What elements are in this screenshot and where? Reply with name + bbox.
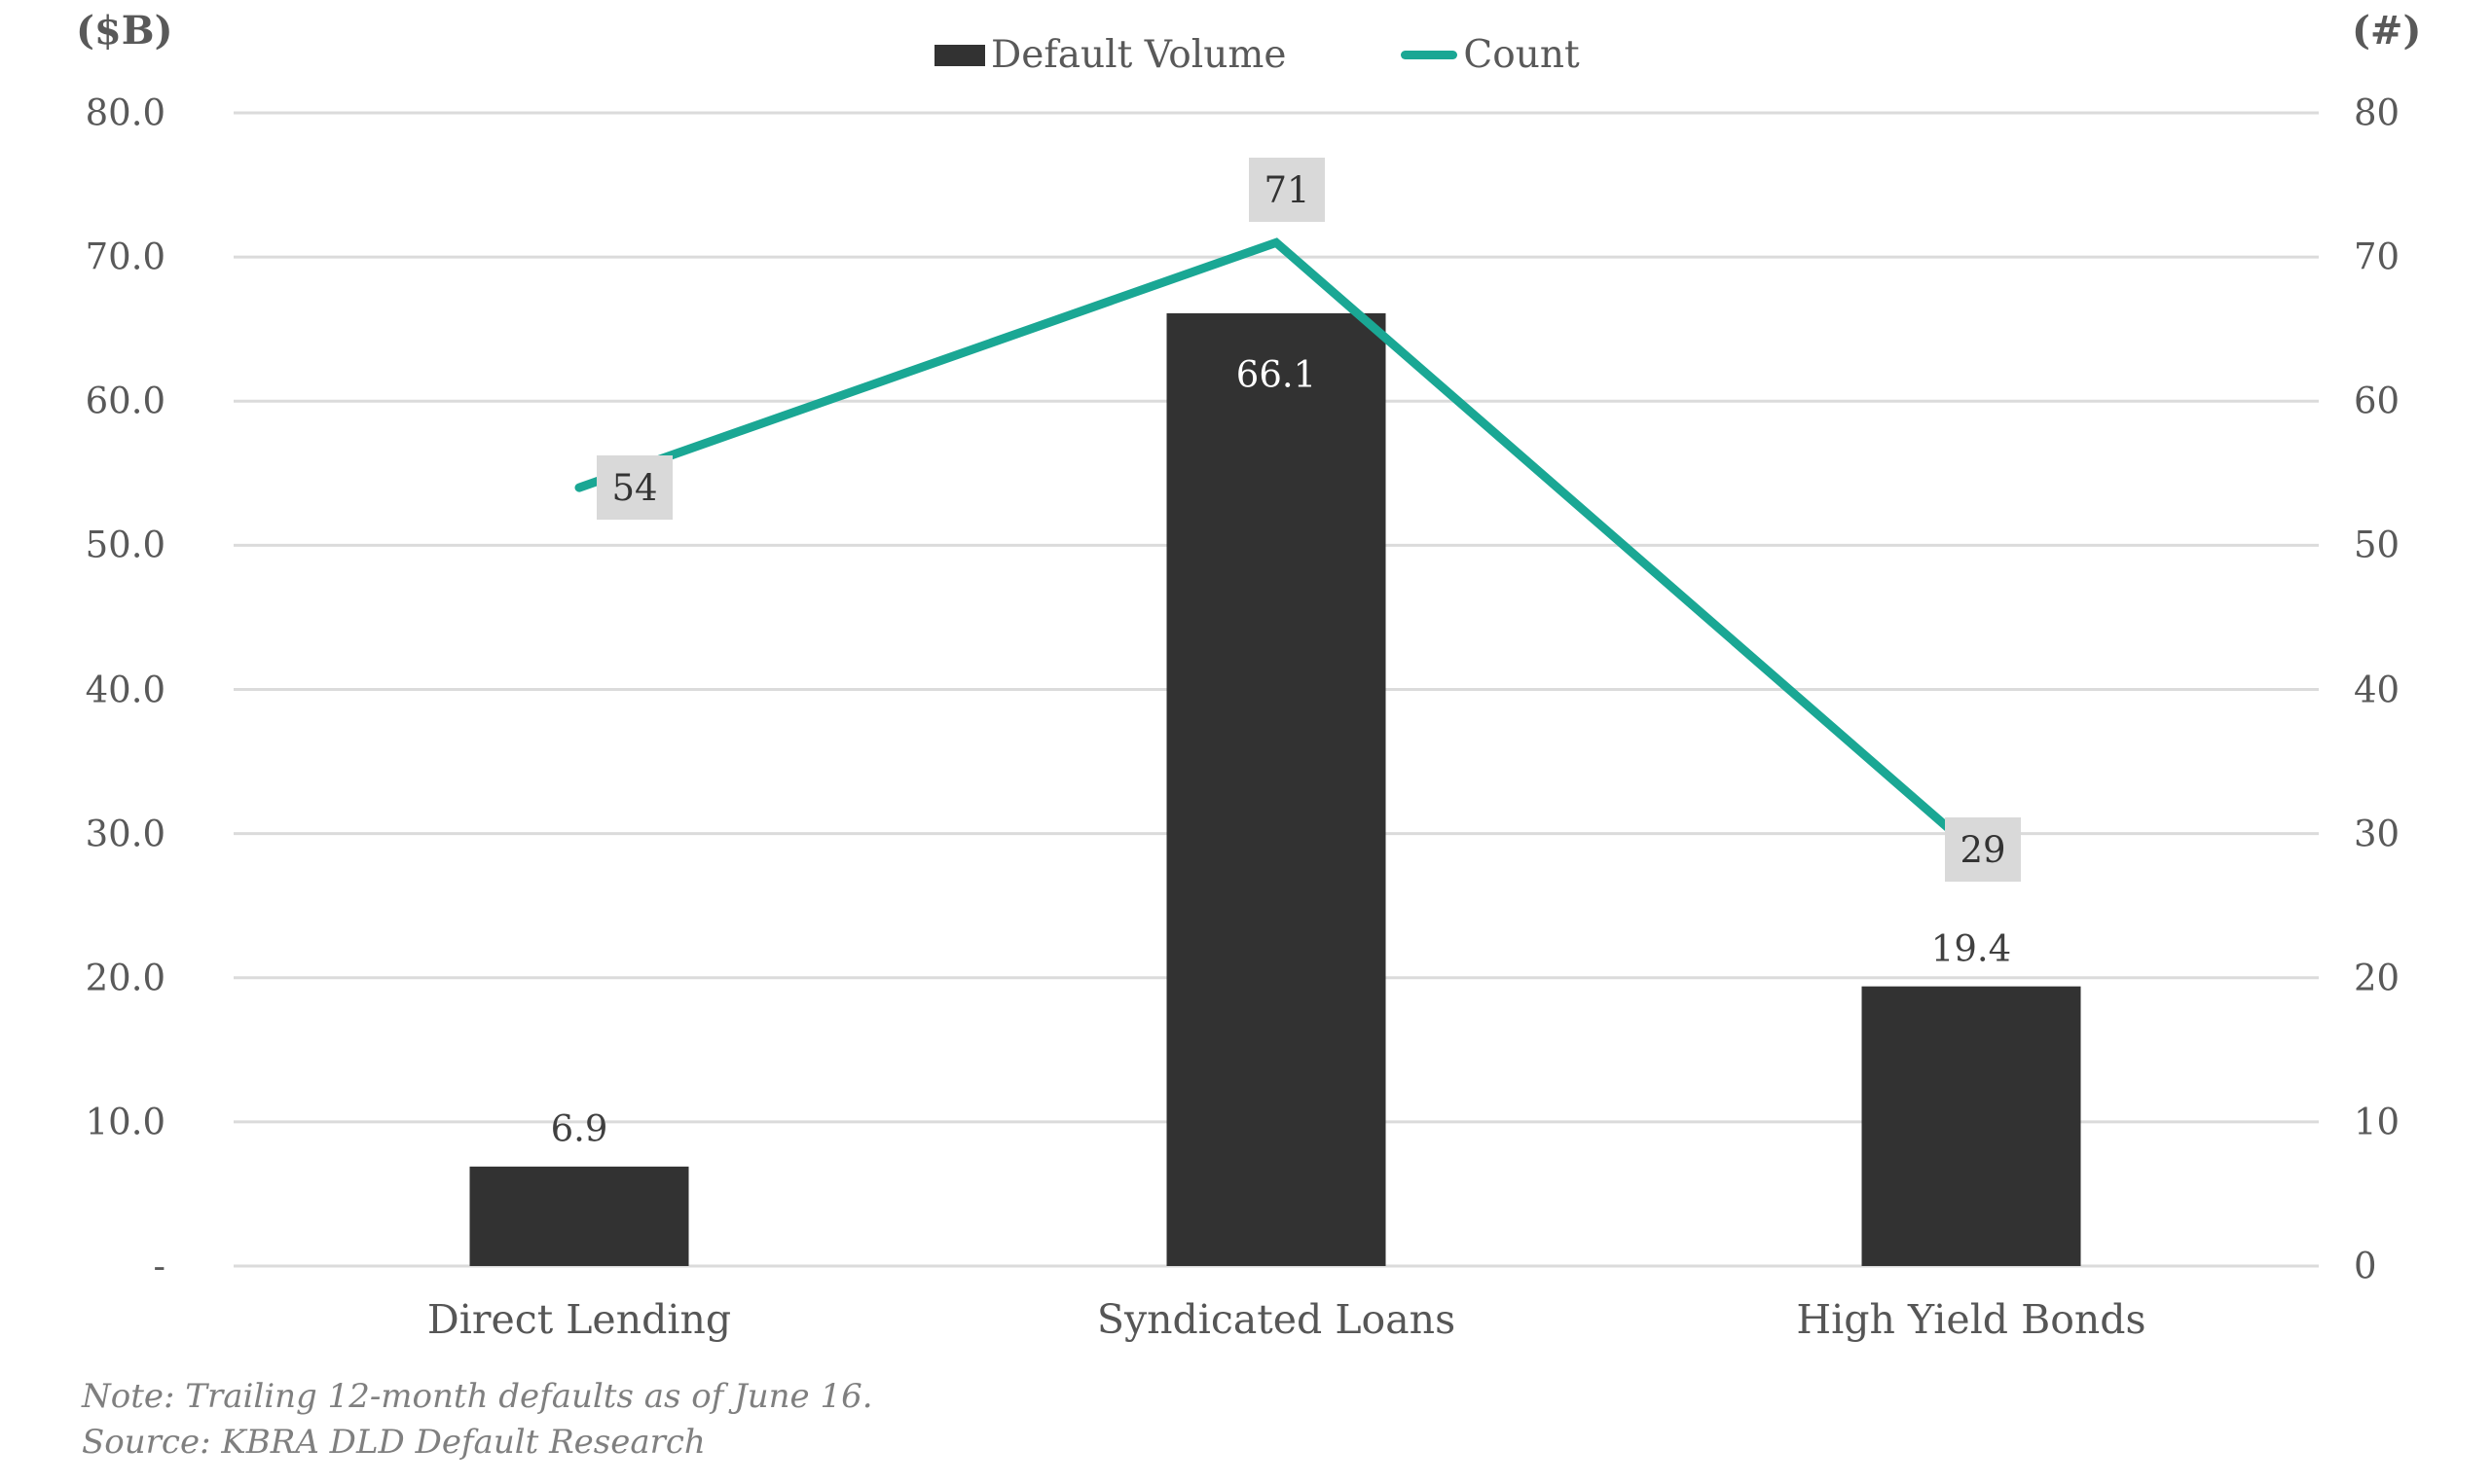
category-label-direct-lending: Direct Lending [426,1296,732,1343]
left-axis-tick: 30.0 [85,813,165,855]
line-swatch-icon [1401,51,1458,59]
count-value-label: 71 [1249,158,1325,223]
left-axis-tick: 70.0 [85,235,165,278]
right-axis-tick: 60 [2354,380,2400,422]
right-axis-unit-label: (#) [2352,8,2422,54]
left-axis-unit-label: ($B) [76,8,173,54]
bar-value-label: 19.4 [1930,927,2012,970]
count-line [574,237,1976,852]
bar-value-label: 6.9 [550,1107,608,1150]
right-axis-tick: 30 [2354,813,2400,855]
note-line: Note: Trailing 12-month defaults as of J… [82,1377,873,1416]
right-axis-tick: 50 [2354,524,2400,566]
left-axis-tick: - [153,1245,165,1287]
right-axis-tick: 80 [2354,91,2400,134]
legend: Default Volume Count [934,33,1580,77]
right-axis-tick: 70 [2354,235,2400,278]
left-axis-tick: 60.0 [85,380,165,422]
left-axis-tick: 10.0 [85,1101,165,1143]
bar-high-yield-bonds [1861,986,2081,1266]
bar-direct-lending [469,1166,689,1266]
left-axis-tick: 20.0 [85,957,165,999]
right-axis-tick: 10 [2354,1101,2400,1143]
bar-swatch-icon [934,44,985,66]
left-axis-tick: 50.0 [85,524,165,566]
legend-item-count: Count [1401,33,1580,77]
bar-syndicated-loans [1166,312,1386,1266]
legend-item-default-volume: Default Volume [934,33,1286,77]
legend-label-count: Count [1463,33,1580,77]
category-label-syndicated-loans: Syndicated Loans [1096,1296,1456,1343]
right-axis-tick: 40 [2354,669,2400,710]
right-axis-tick: 0 [2354,1245,2377,1287]
legend-label-default-volume: Default Volume [991,33,1287,77]
bar-value-label: 66.1 [1235,353,1317,396]
right-axis-tick: 20 [2354,957,2400,999]
category-label-high-yield-bonds: High Yield Bonds [1796,1296,2146,1343]
bar-series [469,312,2081,1266]
left-axis-tick: 80.0 [85,91,165,134]
line-series [574,237,1976,852]
left-axis-tick: 40.0 [85,669,165,710]
footnotes: Note: Trailing 12-month defaults as of J… [82,1374,873,1466]
count-value-label: 29 [1945,817,2021,883]
source-line: Source: KBRA DLD Default Research [82,1422,706,1462]
count-value-label: 54 [597,455,673,521]
